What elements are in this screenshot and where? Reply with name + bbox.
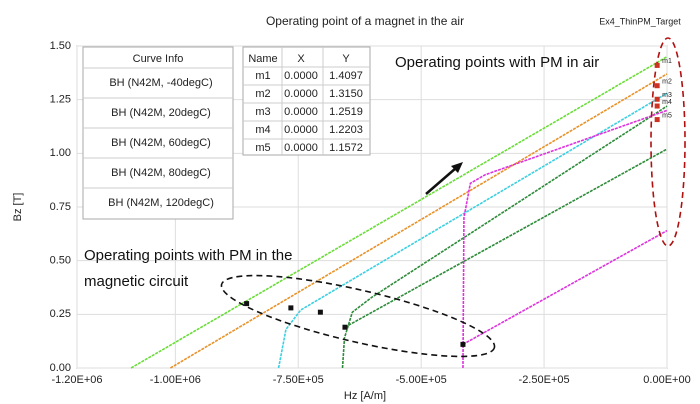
annotation: magnetic circuit	[84, 273, 189, 290]
table-cell: 1.1572	[329, 142, 363, 154]
y-axis-label: Bz [T]	[12, 193, 24, 222]
table-header: Name	[248, 53, 277, 65]
table-cell: 0.0000	[284, 106, 318, 118]
series-line	[462, 109, 668, 369]
table-cell: m5	[255, 142, 270, 154]
operating-point	[317, 309, 323, 315]
operating-point	[460, 341, 466, 347]
x-tick-label: 0.00E+00	[643, 374, 690, 386]
point-label: m3	[662, 92, 672, 99]
legend-entry: BH (N42M, -40degC)	[109, 77, 212, 89]
operating-point	[654, 62, 660, 68]
legend-box	[82, 46, 234, 220]
operating-point	[654, 117, 660, 123]
chart-subtitle: Ex4_ThinPM_Target	[599, 16, 681, 26]
operating-point	[654, 103, 660, 109]
y-tick-label: 1.25	[50, 94, 71, 106]
x-tick-label: -1.20E+06	[51, 374, 102, 386]
series-line	[130, 56, 668, 369]
point-label: m1	[662, 58, 672, 65]
table-cell: 0.0000	[284, 142, 318, 154]
point-label: m2	[662, 79, 672, 86]
point-label: m5	[662, 112, 672, 119]
x-tick-label: -5.00E+05	[396, 374, 447, 386]
legend-entry: BH (N42M, 120degC)	[108, 197, 214, 209]
annotation: Operating points with PM in air	[395, 54, 599, 71]
table-cell: m4	[255, 124, 270, 136]
table-cell: m1	[255, 70, 270, 82]
point-label: m4	[662, 99, 672, 106]
table-header: X	[297, 53, 305, 65]
series-line	[170, 73, 668, 369]
x-axis-label: Hz [A/m]	[344, 390, 386, 402]
y-tick-label: 0.50	[50, 255, 71, 267]
table-cell: 0.0000	[284, 88, 318, 100]
operating-point	[654, 96, 660, 102]
table-cell: m2	[255, 88, 270, 100]
marker-table	[242, 46, 371, 156]
chart-title: Operating point of a magnet in the air	[266, 14, 464, 28]
y-tick-label: 0.00	[50, 362, 71, 374]
operating-point	[342, 324, 348, 330]
circuit-ellipse	[220, 274, 496, 358]
table-cell: 1.2203	[329, 124, 363, 136]
legend: BH (N42M, -40degC) BH (N42M, 20degC) BH (N…	[83, 67, 233, 209]
table-cell: m3	[255, 106, 270, 118]
y-tick-label: 1.50	[50, 40, 71, 52]
legend-entry: BH (N42M, 80degC)	[111, 167, 211, 179]
marker-table-cells: Name X Ym1 0.0000 1.4097 m2 0.0000 1.3150 m3 0.00…	[243, 47, 370, 155]
annotation: Operating points with PM in the	[84, 247, 292, 264]
legend-entry: BH (N42M, 20degC)	[111, 107, 211, 119]
arrow	[425, 167, 457, 195]
x-tick-label: -7.50E+05	[273, 374, 324, 386]
arrow-head	[451, 162, 463, 173]
operating-point	[244, 301, 250, 307]
operating-point	[654, 83, 660, 89]
y-tick-label: 1.00	[50, 147, 71, 159]
air-ellipse	[650, 37, 686, 247]
legend-title: Curve Info	[133, 53, 184, 65]
table-cell: 0.0000	[284, 70, 318, 82]
x-tick-label: -2.50E+05	[519, 374, 570, 386]
table-cell: 0.0000	[284, 124, 318, 136]
y-tick-label: 0.75	[50, 201, 71, 213]
table-cell: 1.4097	[329, 70, 363, 82]
table-header: Y	[342, 53, 350, 65]
x-tick-label: -1.00E+06	[150, 374, 201, 386]
table-cell: 1.2519	[329, 106, 363, 118]
legend-entry: BH (N42M, 60degC)	[111, 137, 211, 149]
series-line	[277, 92, 668, 369]
series-line	[341, 105, 668, 369]
table-cell: 1.3150	[329, 88, 363, 100]
operating-point	[288, 305, 294, 311]
y-tick-label: 0.25	[50, 308, 71, 320]
